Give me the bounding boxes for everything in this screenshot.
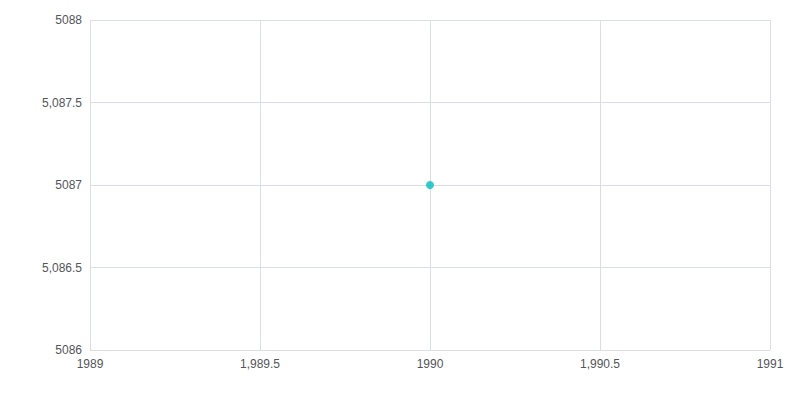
svg-text:1,990.5: 1,990.5 [580,357,620,371]
svg-text:1990: 1990 [417,357,444,371]
svg-text:1989: 1989 [77,357,104,371]
svg-text:1991: 1991 [757,357,784,371]
svg-text:5087: 5087 [55,178,82,192]
svg-text:1,989.5: 1,989.5 [240,357,280,371]
svg-text:5,086.5: 5,086.5 [42,261,82,275]
svg-text:5086: 5086 [55,343,82,357]
svg-text:5,087.5: 5,087.5 [42,96,82,110]
svg-text:5088: 5088 [55,13,82,27]
